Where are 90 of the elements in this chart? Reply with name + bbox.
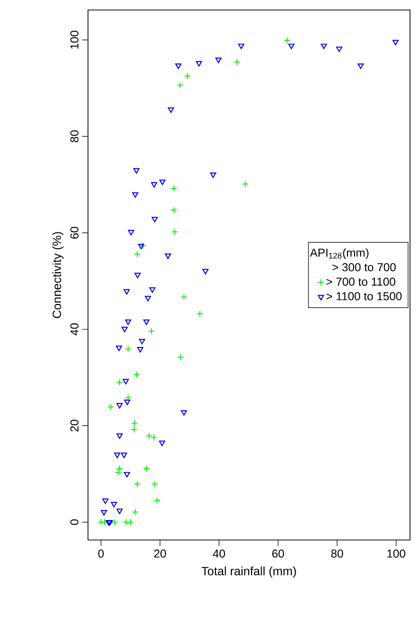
point <box>358 63 364 69</box>
point <box>111 518 118 526</box>
y-tick-label: 40 <box>70 323 78 336</box>
point <box>98 518 104 526</box>
y-tick-label: 80 <box>70 130 78 142</box>
point <box>168 107 174 113</box>
legend-label: > 700 to 1100 <box>326 278 396 286</box>
point <box>131 420 138 427</box>
point <box>116 433 123 439</box>
point <box>158 440 166 446</box>
point <box>130 426 138 433</box>
point <box>154 497 161 504</box>
text: > 300 to 700 <box>332 263 396 272</box>
point <box>171 228 178 236</box>
x-tick-label: 60 <box>272 550 284 558</box>
point <box>320 44 327 50</box>
point <box>116 508 123 514</box>
point <box>152 216 158 222</box>
point <box>170 206 178 214</box>
point <box>284 36 291 44</box>
y-axis-title: Connectivity (%) <box>52 232 64 318</box>
point <box>288 44 294 50</box>
point <box>133 168 140 174</box>
point <box>210 172 216 178</box>
point <box>116 346 122 352</box>
point <box>151 480 158 488</box>
point <box>134 272 141 278</box>
point <box>184 72 191 80</box>
point <box>137 347 144 353</box>
y-tick-label: 100 <box>70 30 78 49</box>
point <box>132 508 139 516</box>
y-tick-label: 0 <box>70 519 78 525</box>
point <box>124 346 132 352</box>
point <box>336 46 342 52</box>
point <box>120 452 128 458</box>
point <box>242 180 249 188</box>
point <box>114 452 120 458</box>
point <box>125 320 132 326</box>
point <box>392 40 399 46</box>
point <box>116 378 124 386</box>
point <box>128 230 134 236</box>
point <box>138 338 146 344</box>
point <box>132 371 140 378</box>
legend-title: API$_{128}$(mm) <box>310 248 368 260</box>
point <box>159 180 166 186</box>
point <box>116 465 124 472</box>
point <box>149 287 156 293</box>
point <box>148 328 155 335</box>
point <box>100 510 108 516</box>
point <box>164 253 172 259</box>
point <box>196 61 202 67</box>
point <box>143 465 150 472</box>
point <box>170 184 178 192</box>
point <box>124 472 130 478</box>
x-tick-label: 40 <box>212 550 225 558</box>
point <box>202 268 209 274</box>
point <box>124 400 130 406</box>
point <box>175 63 182 69</box>
point <box>122 326 128 332</box>
point <box>116 402 123 408</box>
point <box>144 296 152 302</box>
point <box>122 518 130 526</box>
x-axis-title: Total rainfall (mm) <box>202 566 296 578</box>
point <box>180 294 188 300</box>
y-tick-label: 20 <box>70 420 78 432</box>
point <box>196 310 204 318</box>
point <box>177 354 184 361</box>
point <box>238 44 244 50</box>
point <box>151 182 158 188</box>
point <box>180 410 188 416</box>
point <box>134 250 141 258</box>
x-tick-label: 80 <box>331 550 344 558</box>
point <box>114 469 122 476</box>
point <box>107 403 114 410</box>
point <box>176 82 184 89</box>
point <box>215 58 222 64</box>
x-tick-label: 100 <box>387 550 406 558</box>
point <box>102 498 109 504</box>
legend-label: > 1100 to 1500 <box>326 292 402 300</box>
point <box>134 480 141 488</box>
x-tick-label: 0 <box>98 550 104 558</box>
x-tick-label: 20 <box>154 550 166 558</box>
point <box>122 378 129 384</box>
point <box>110 502 118 508</box>
point <box>124 289 130 295</box>
y-tick-label: 60 <box>70 226 78 239</box>
point <box>132 192 138 198</box>
point <box>127 518 134 526</box>
point <box>143 320 150 326</box>
point <box>234 58 240 66</box>
